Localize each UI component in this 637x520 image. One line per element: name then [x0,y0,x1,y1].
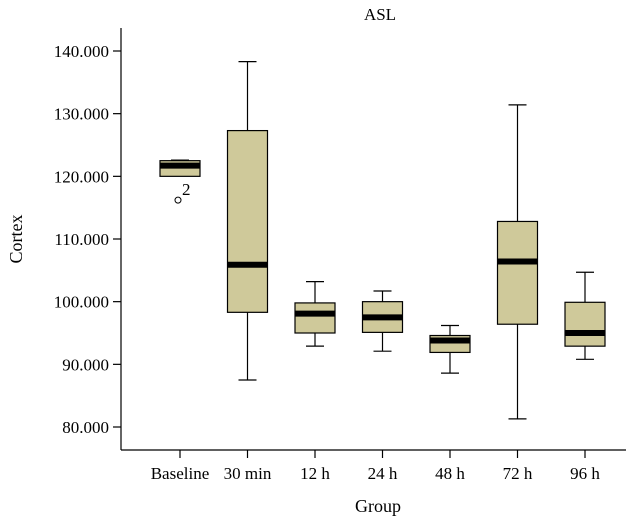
plot-area [120,28,626,451]
outliers-group: 2 [174,180,191,204]
x-tick-label: 24 h [368,464,398,483]
y-tick-label: 130.000 [54,105,109,124]
box-96-h [564,271,606,360]
box-iqr [496,220,539,325]
x-tick-label: 72 h [503,464,533,483]
x-tick-label: 48 h [435,464,465,483]
y-tick-label: 140.000 [54,42,109,61]
x-tick-label: 30 min [224,464,272,483]
box-48-h [429,324,471,374]
box-12-h [294,281,336,347]
x-axis-label: Group [355,496,401,516]
chart-title: ASL [364,5,396,24]
y-tick-label: 100.000 [54,293,109,312]
y-axis-ticks: 80.000 90.000 100.000 110.000 120.000 130.000… [54,42,121,437]
y-tick-label: 120.000 [54,167,109,186]
x-tick-label: 12 h [300,464,330,483]
box-24-h [361,290,404,352]
outlier-label: 2 [182,180,191,199]
x-axis-ticks: Baseline 30 min 12 h 24 h 48 h 72 h 96 h [151,450,600,483]
outlier-point [174,196,182,204]
box-30-min [226,61,269,381]
box-72-h [496,104,539,420]
box-iqr [564,301,606,347]
box-iqr [226,129,269,313]
box-baseline [159,159,201,177]
boxes-group [159,61,606,420]
y-axis-label: Cortex [6,215,26,264]
x-tick-label: 96 h [570,464,600,483]
box-iqr [294,302,336,334]
x-tick-label: Baseline [151,464,210,483]
y-tick-label: 80.000 [62,418,109,437]
y-tick-label: 110.000 [54,230,109,249]
y-tick-label: 90.000 [62,355,109,374]
